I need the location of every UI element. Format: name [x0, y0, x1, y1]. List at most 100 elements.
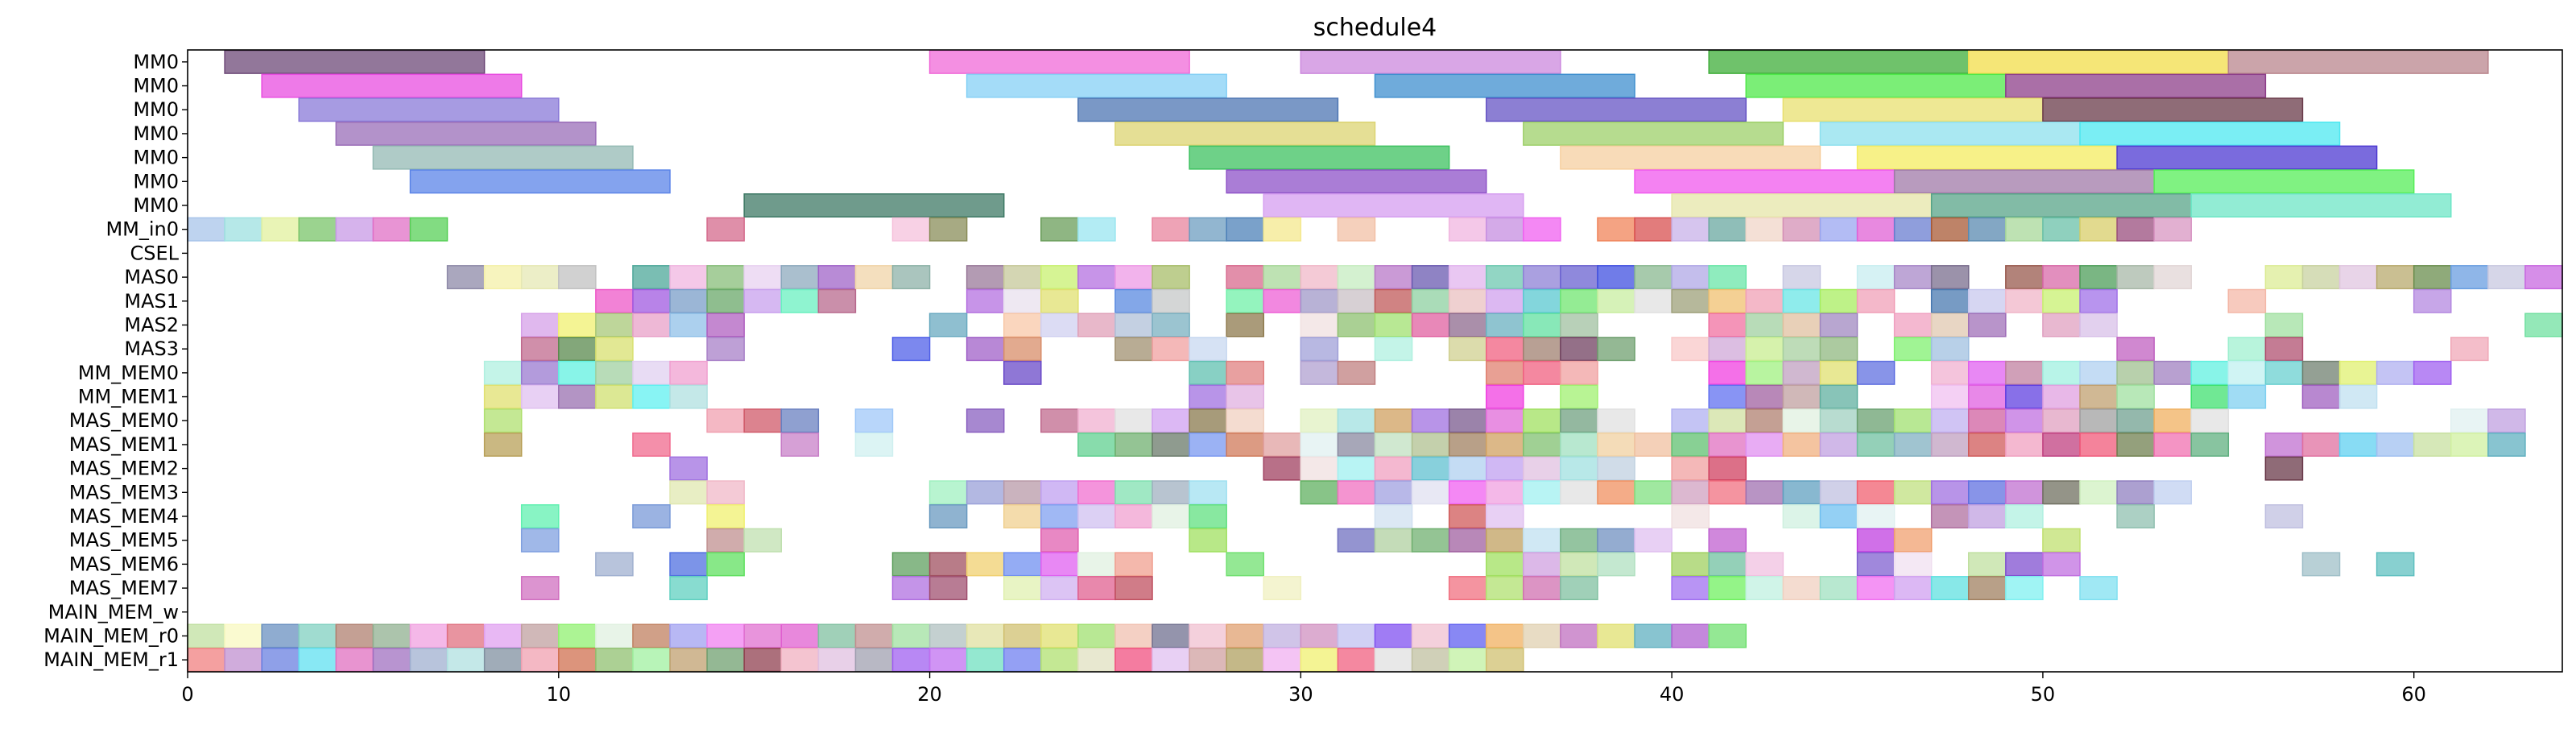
- x-axis-ticks: 0 10 20 30 40 50 60: [181, 672, 2426, 706]
- task-bar: [1560, 480, 1598, 505]
- task-bar: [1856, 432, 1896, 457]
- task-bar: [1856, 552, 1896, 577]
- task-bar: [1745, 480, 1784, 505]
- task-bar: [632, 648, 671, 673]
- task-bar: [2116, 360, 2155, 385]
- task-bar: [1448, 408, 1487, 433]
- task-bar: [1560, 432, 1598, 457]
- task-bar: [1077, 408, 1116, 433]
- task-bar: [446, 648, 486, 673]
- task-bar: [965, 648, 1005, 673]
- task-bar: [1077, 480, 1116, 505]
- task-bar: [1819, 121, 2081, 146]
- task-bar: [1300, 648, 1339, 673]
- chart-title: schedule4: [1313, 14, 1437, 42]
- task-bar: [1003, 503, 1042, 529]
- task-bar: [1708, 528, 1747, 553]
- task-bar: [1337, 456, 1376, 481]
- task-bar: [1003, 480, 1042, 505]
- task-bar: [520, 623, 560, 648]
- row-label: MM0: [133, 98, 179, 121]
- task-bar: [1337, 360, 1376, 385]
- task-bar: [1485, 456, 1524, 481]
- task-bar: [706, 313, 745, 338]
- task-bar: [2116, 432, 2155, 457]
- task-bar: [2079, 384, 2118, 409]
- row-label: CSEL: [130, 242, 179, 264]
- task-bar: [1263, 456, 1302, 481]
- row-label: MM0: [133, 147, 179, 169]
- task-bar: [817, 288, 857, 313]
- task-bar: [2005, 552, 2044, 577]
- task-bar: [706, 265, 745, 290]
- task-bar: [1634, 288, 1673, 313]
- task-bar: [2264, 360, 2304, 385]
- task-bar: [1930, 193, 2192, 218]
- task-bar: [2375, 360, 2415, 385]
- row-label: MAS_MEM5: [69, 529, 179, 552]
- task-bar: [1968, 360, 2007, 385]
- task-bar: [1930, 360, 1970, 385]
- task-bar: [1671, 337, 1710, 362]
- task-bar: [1782, 217, 1821, 242]
- task-bar: [1448, 528, 1487, 553]
- task-bar: [2301, 552, 2341, 577]
- task-bar: [1114, 503, 1153, 529]
- task-bar: [1968, 313, 2007, 338]
- task-bar: [1893, 480, 1933, 505]
- task-bar: [558, 384, 597, 409]
- task-bar: [187, 217, 225, 242]
- task-bar: [1040, 313, 1079, 338]
- task-bar: [1930, 217, 1970, 242]
- row-label: MAS_MEM0: [69, 409, 179, 432]
- task-bar: [261, 217, 300, 242]
- task-bar: [1930, 576, 1970, 601]
- task-bar: [854, 265, 894, 290]
- task-bar: [372, 145, 634, 170]
- task-bar: [1374, 288, 1413, 313]
- task-bar: [2005, 73, 2267, 98]
- task-bar: [335, 121, 597, 146]
- task-bar: [1114, 576, 1153, 601]
- task-bar: [1263, 648, 1302, 673]
- task-bar: [1337, 217, 1376, 242]
- task-bar: [1708, 217, 1747, 242]
- task-bar: [854, 623, 894, 648]
- task-bar: [1597, 288, 1635, 313]
- task-bar: [1114, 552, 1153, 577]
- task-bar: [2301, 265, 2341, 290]
- task-bar: [2079, 576, 2118, 601]
- task-bar: [2005, 503, 2044, 529]
- task-bar: [1708, 456, 1747, 481]
- row-label: MAS_MEM1: [69, 433, 179, 456]
- task-bar: [928, 217, 968, 242]
- task-bar: [1040, 648, 1079, 673]
- task-bar: [1077, 217, 1116, 242]
- task-bar: [632, 360, 671, 385]
- task-bar: [558, 360, 597, 385]
- task-bar: [965, 337, 1005, 362]
- task-bar: [1263, 623, 1302, 648]
- task-bar: [1634, 217, 1673, 242]
- row-label: MAS_MEM2: [69, 458, 179, 480]
- task-bar: [706, 480, 745, 505]
- task-bar: [1040, 265, 1079, 290]
- task-bar: [2153, 408, 2192, 433]
- task-bar: [1893, 265, 1933, 290]
- task-bar: [2487, 432, 2526, 457]
- task-bar: [669, 313, 708, 338]
- task-bar: [1114, 313, 1153, 338]
- task-bar: [2005, 265, 2044, 290]
- task-bar: [1374, 432, 1413, 457]
- task-bar: [1040, 288, 1079, 313]
- task-bar: [1040, 576, 1079, 601]
- task-bar: [2190, 193, 2452, 218]
- task-bar: [1374, 480, 1413, 505]
- task-bar: [1782, 313, 1821, 338]
- task-bar: [1968, 49, 2230, 74]
- task-bar: [1300, 337, 1339, 362]
- task-bar: [2264, 456, 2304, 481]
- task-bar: [1930, 480, 1970, 505]
- task-bar: [2116, 145, 2378, 170]
- task-bar: [1745, 337, 1784, 362]
